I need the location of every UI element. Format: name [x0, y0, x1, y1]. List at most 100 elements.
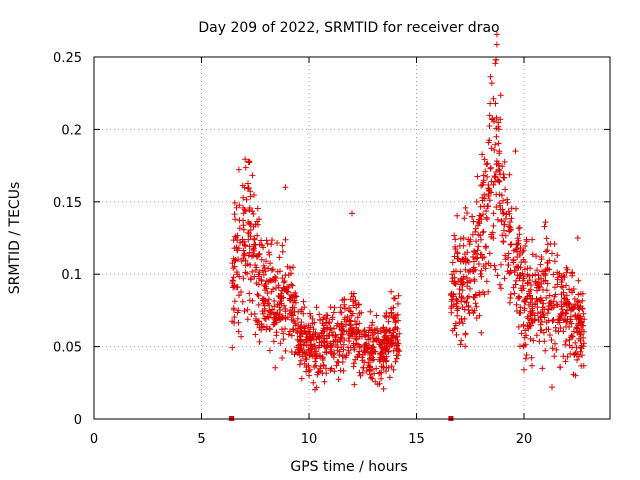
data-point [473, 303, 480, 310]
data-point [333, 362, 340, 369]
data-point [294, 315, 301, 322]
data-point [533, 332, 540, 339]
data-point [279, 355, 286, 361]
y-tick-label: 0.1 [61, 268, 82, 283]
data-point [474, 173, 481, 180]
data-point [279, 242, 286, 249]
data-point [383, 368, 389, 375]
data-point [368, 374, 375, 381]
data-point [533, 253, 540, 260]
data-point [498, 218, 505, 225]
data-point [298, 308, 305, 315]
data-point [270, 338, 277, 345]
data-point [254, 205, 261, 212]
data-point [486, 112, 493, 119]
data-point [525, 279, 531, 286]
data-point [240, 217, 246, 224]
data-point [575, 291, 582, 298]
data-point [385, 318, 392, 325]
data-point [452, 236, 459, 243]
data-point [235, 166, 242, 173]
data-point [526, 272, 533, 279]
data-point [331, 350, 338, 357]
data-point [260, 310, 267, 317]
data-point [276, 317, 283, 323]
data-point [537, 321, 544, 328]
data-point [391, 315, 398, 322]
data-point [496, 191, 503, 198]
data-point [490, 210, 497, 217]
data-point [508, 205, 515, 212]
data-point [266, 347, 273, 354]
data-point [269, 237, 275, 244]
data-point [471, 307, 478, 314]
data-point [502, 186, 509, 193]
data-point [449, 259, 456, 266]
y-tick-label: 0.15 [53, 196, 82, 211]
data-point [334, 320, 341, 327]
data-point [258, 321, 265, 327]
data-point [263, 285, 270, 292]
data-point [480, 177, 487, 184]
x-tick-label: 15 [408, 432, 425, 447]
data-point [544, 247, 551, 254]
data-point [232, 257, 239, 263]
data-point [479, 255, 486, 261]
data-point [477, 270, 484, 277]
data-point [346, 307, 353, 314]
data-point [274, 240, 281, 246]
data-point [571, 296, 578, 302]
data-point [449, 296, 456, 303]
data-point [386, 327, 393, 334]
data-point [546, 292, 553, 299]
data-point [520, 256, 527, 263]
data-point [381, 336, 388, 343]
data-point [451, 325, 458, 332]
data-point [302, 355, 309, 362]
data-point [467, 277, 474, 284]
data-point [495, 140, 502, 147]
data-point [581, 316, 588, 323]
data-point [565, 301, 572, 308]
data-point [507, 267, 514, 274]
data-point [240, 204, 247, 211]
data-point [511, 290, 518, 297]
data-point [528, 354, 535, 361]
grid [94, 57, 610, 419]
data-point [239, 298, 246, 305]
data-point [500, 238, 507, 245]
data-point [262, 268, 269, 275]
data-point [477, 251, 484, 258]
data-point [469, 213, 476, 220]
data-point [485, 288, 492, 295]
data-point [523, 352, 530, 358]
data-point [515, 295, 521, 302]
data-point [260, 244, 267, 251]
data-point [538, 313, 545, 320]
data-point [379, 340, 385, 347]
data-point [572, 301, 578, 308]
data-point [524, 265, 531, 272]
data-point [452, 322, 459, 329]
data-point [575, 277, 582, 284]
data-point [562, 295, 568, 302]
data-point [373, 365, 380, 372]
data-point [254, 291, 261, 298]
data-point [469, 254, 476, 260]
data-point [486, 250, 493, 257]
data-point [261, 265, 268, 271]
data-point [267, 311, 274, 318]
data-point [556, 270, 563, 277]
data-point [493, 169, 499, 175]
data-point [535, 317, 542, 324]
data-point [321, 378, 328, 385]
x-axis-label: GPS time / hours [290, 459, 407, 475]
data-point [249, 208, 256, 215]
data-point [378, 375, 385, 382]
data-point [532, 271, 539, 278]
data-point [524, 280, 531, 287]
data-point [549, 384, 555, 391]
axis-ticks: 0 5 10 15 20 0 0.05 0.1 0.15 0.2 0.25 [53, 51, 610, 447]
data-point [383, 328, 390, 335]
data-point [327, 304, 334, 311]
